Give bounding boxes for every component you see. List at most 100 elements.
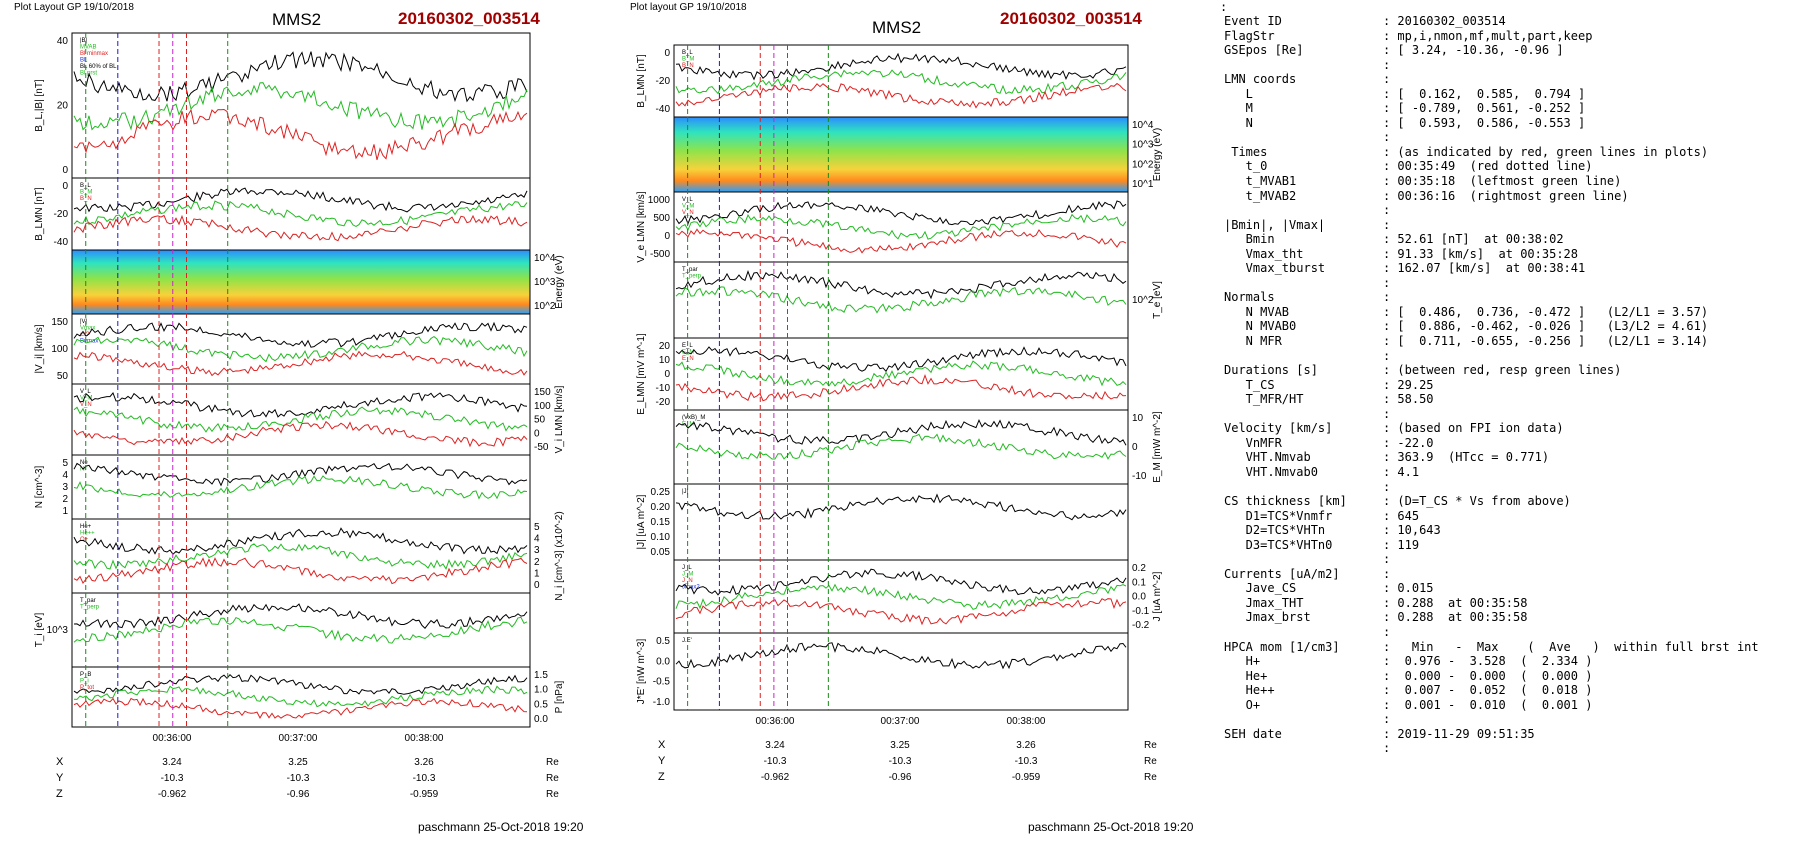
- y-axis-label: P [nPa]: [554, 680, 565, 713]
- y-axis-label: |V_i| [km/s]: [34, 324, 45, 373]
- y-axis-label: B_LMN [nT]: [636, 54, 647, 108]
- y-tick-label: 150: [534, 387, 551, 398]
- y-tick-label: 10: [659, 355, 671, 366]
- series-trace: [73, 108, 528, 161]
- series-trace: [73, 350, 528, 377]
- info-line: O+ : 0.001 - 0.010 ( 0.001 ): [1224, 697, 1593, 712]
- coord-unit: Re: [546, 789, 559, 800]
- y-tick-label: 3: [534, 545, 540, 556]
- legend-entry: B_M: [682, 57, 694, 63]
- y-tick-label: -0.2: [1132, 620, 1150, 631]
- y-tick-label: 0.05: [651, 547, 671, 558]
- legend-entry: O+: [80, 537, 89, 543]
- info-line: VnMFR : -22.0: [1224, 435, 1434, 450]
- y-tick-label: 0.15: [651, 517, 671, 528]
- legend-entry: V_M: [80, 396, 92, 402]
- coord-value: -0.959: [410, 789, 439, 800]
- series-trace: [675, 642, 1127, 670]
- y-axis-label: E_M [mW m^-2]: [1152, 411, 1163, 483]
- y-tick-label: 3: [62, 482, 68, 493]
- panel-1: 0-20-40B_LMN [nT]B_LB_MB_N: [34, 177, 531, 251]
- panel-5: 10 0 -10 E_M [mW m^-2] (VxB)_ME_M: [673, 409, 1163, 485]
- right-plot-svg: 0-20-40B_LMN [nT]B_LB_MB_N10^410^310^210…: [636, 44, 1163, 783]
- legend-entry: Bl minmax: [80, 51, 108, 57]
- coord-value: -0.962: [761, 772, 790, 783]
- legend-entry: He++: [80, 531, 95, 537]
- series-trace: [73, 527, 528, 555]
- legend-entry: Bvmax: [80, 339, 98, 345]
- coord-value: -0.959: [1012, 772, 1041, 783]
- y-tick-label: -10: [1132, 471, 1147, 482]
- info-line: HPCA mom [1/cm3] : Min - Max ( Ave ) wit…: [1224, 639, 1759, 654]
- info-line: T_MFR/HT : 58.50: [1224, 392, 1434, 407]
- event-info-block: Event ID : 20160302_003514 FlagStr : mp,i…: [1224, 14, 1759, 756]
- y-tick-label: 0.5: [656, 636, 670, 647]
- y-tick-label: 10: [1132, 413, 1144, 424]
- info-header: :: [1220, 0, 1228, 14]
- coord-value: 3.26: [414, 757, 434, 768]
- info-line: t_0 : 00:35:49 (red dotted line): [1224, 159, 1593, 174]
- legend-entry: B_M: [80, 190, 92, 196]
- panel-frame: [71, 454, 531, 520]
- series-trace: [675, 69, 1127, 95]
- right-layout-label: Plot layout GP 19/10/2018: [630, 2, 747, 13]
- info-line: :: [1224, 348, 1391, 363]
- y-tick-label: 10^2: [534, 301, 556, 312]
- left-layout-label: Plot Layout GP 19/10/2018: [14, 2, 134, 13]
- coord-unit: Re: [1144, 756, 1157, 767]
- info-line: D2=TCS*VHTn : 10,643: [1224, 523, 1441, 538]
- coord-unit: Re: [1144, 772, 1157, 783]
- left-footer: paschmann 25-Oct-2018 19:20: [418, 820, 584, 834]
- coord-axis-label: X: [658, 739, 666, 751]
- series-trace: [73, 616, 528, 644]
- info-line: :: [1224, 741, 1391, 756]
- info-line: :: [1224, 203, 1391, 218]
- series-trace: [73, 392, 528, 418]
- legend-entry: |V|: [80, 319, 88, 325]
- info-line: FlagStr : mp,i,nmon,mf,mult,part,keep: [1224, 28, 1593, 43]
- panel-frame: [71, 313, 531, 385]
- info-line: Currents [uA/m2] :: [1224, 566, 1391, 581]
- info-line: VHT.Nmvab : 363.9 (HTcc = 0.771): [1224, 450, 1550, 465]
- series-trace: [675, 228, 1127, 254]
- y-axis-label: V_e LMN [km/s]: [636, 191, 647, 262]
- time-tick-label: 00:37:00: [279, 733, 318, 744]
- panel-7: 0.20.10.0-0.1-0.2J [uA m^-2]J_LJ_MJ_NJma…: [673, 559, 1163, 634]
- series-trace: [73, 557, 528, 585]
- time-tick-label: 00:37:00: [881, 716, 920, 727]
- series-trace: [675, 598, 1127, 626]
- coord-value: -10.3: [889, 756, 912, 767]
- y-tick-label: 50: [57, 371, 69, 382]
- left-event-title: 20160302_003514: [398, 9, 540, 28]
- coord-value: 3.25: [890, 740, 910, 751]
- panel-8: 0.5 0.0 -0.5 -1.0 J*E' [nW m^-3] J.E': [636, 632, 1129, 711]
- coord-value: -10.3: [1015, 756, 1038, 767]
- legend-entry: T_par: [682, 267, 698, 273]
- y-axis-label: N [cm^-3]: [34, 466, 45, 509]
- series-trace: [675, 52, 1127, 81]
- info-line: :: [1224, 712, 1391, 727]
- y-tick-label: -20: [656, 76, 671, 87]
- info-line: N MFR : [ 0.711, -0.655, -0.256 ] (L2/L1…: [1224, 334, 1709, 349]
- series-trace: [73, 51, 528, 103]
- y-tick-label: -0.5: [653, 677, 671, 688]
- panel-frame: [71, 518, 531, 594]
- series-trace: [675, 213, 1127, 240]
- series-trace: [73, 603, 528, 629]
- info-line: M : [ -0.789, 0.561, -0.252 ]: [1224, 101, 1586, 116]
- y-tick-label: 5: [62, 458, 68, 469]
- coord-value: 3.24: [162, 757, 182, 768]
- panel-frame: [673, 409, 1129, 485]
- panel-frame: [71, 177, 531, 251]
- series-trace: [675, 374, 1127, 402]
- series-trace: [73, 697, 528, 719]
- y-tick-label: 0.10: [651, 532, 671, 543]
- coord-unit: Re: [1144, 740, 1157, 751]
- panel-frame: [673, 261, 1129, 339]
- coord-value: -0.96: [287, 789, 310, 800]
- y-tick-label: 20: [57, 101, 69, 112]
- info-line: Event ID : 20160302_003514: [1224, 14, 1506, 28]
